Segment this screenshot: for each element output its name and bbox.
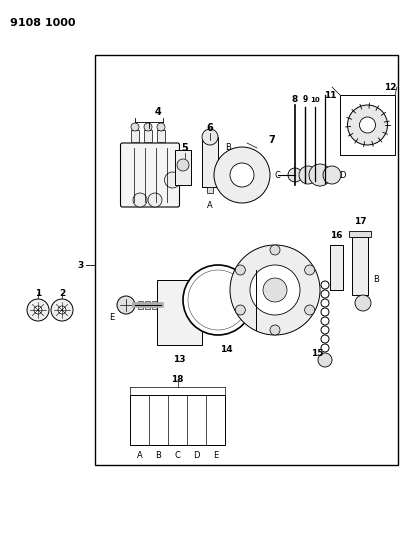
Text: 12: 12: [384, 84, 396, 93]
Circle shape: [148, 193, 162, 207]
Circle shape: [250, 265, 300, 315]
Circle shape: [133, 193, 147, 207]
Circle shape: [202, 129, 218, 145]
Circle shape: [321, 299, 329, 307]
Bar: [352, 237, 368, 295]
Bar: [202, 137, 218, 187]
Circle shape: [318, 353, 332, 367]
Bar: [138, 301, 143, 309]
Text: 14: 14: [220, 345, 232, 354]
Circle shape: [183, 265, 253, 335]
Text: 17: 17: [354, 216, 366, 225]
Circle shape: [321, 326, 329, 334]
Bar: [131, 130, 139, 142]
Circle shape: [188, 270, 248, 330]
Text: 2: 2: [59, 288, 65, 297]
Circle shape: [51, 299, 73, 321]
Circle shape: [360, 117, 376, 133]
Circle shape: [177, 159, 189, 171]
Circle shape: [230, 163, 254, 187]
Circle shape: [230, 245, 320, 335]
Bar: [349, 231, 371, 237]
Circle shape: [321, 308, 329, 316]
Text: 18: 18: [171, 375, 184, 384]
Text: A: A: [136, 450, 142, 459]
Bar: [207, 187, 213, 193]
Circle shape: [270, 325, 280, 335]
Bar: [145, 301, 150, 309]
Text: 10: 10: [310, 97, 320, 103]
Text: 16: 16: [330, 230, 343, 239]
Circle shape: [299, 166, 317, 184]
Circle shape: [117, 296, 135, 314]
Circle shape: [321, 281, 329, 289]
Text: 6: 6: [207, 123, 213, 133]
Text: 11: 11: [324, 91, 336, 100]
Text: 7: 7: [269, 135, 275, 145]
Text: 8: 8: [292, 95, 298, 104]
Circle shape: [164, 172, 180, 188]
Circle shape: [144, 123, 152, 131]
Circle shape: [305, 305, 315, 315]
Text: B: B: [373, 276, 379, 285]
Circle shape: [355, 295, 371, 311]
Text: A: A: [207, 200, 213, 209]
Circle shape: [323, 166, 341, 184]
Circle shape: [27, 299, 49, 321]
Bar: [159, 301, 164, 309]
Text: 1: 1: [35, 288, 41, 297]
Bar: [340, 95, 395, 155]
Bar: [330, 245, 343, 290]
Text: 15: 15: [311, 349, 323, 358]
Text: C: C: [175, 450, 180, 459]
Text: B: B: [225, 143, 231, 152]
Text: D: D: [193, 450, 200, 459]
Circle shape: [214, 147, 270, 203]
Circle shape: [270, 245, 280, 255]
Circle shape: [321, 344, 329, 352]
Text: 9108 1000: 9108 1000: [10, 18, 76, 28]
Bar: [157, 130, 165, 142]
Circle shape: [321, 290, 329, 298]
Circle shape: [34, 306, 42, 314]
Circle shape: [321, 335, 329, 343]
Circle shape: [58, 306, 66, 314]
Bar: [152, 301, 157, 309]
Circle shape: [236, 265, 245, 275]
Text: 5: 5: [182, 143, 188, 153]
Text: E: E: [213, 450, 218, 459]
Text: B: B: [155, 450, 162, 459]
Bar: [95, 55, 398, 465]
Circle shape: [309, 164, 331, 186]
Text: D: D: [339, 171, 345, 180]
Text: 3: 3: [77, 261, 83, 270]
Circle shape: [321, 317, 329, 325]
Text: C: C: [274, 171, 280, 180]
Text: 4: 4: [155, 107, 162, 117]
Bar: [144, 130, 152, 142]
Circle shape: [305, 265, 315, 275]
Circle shape: [347, 105, 388, 145]
Bar: [175, 150, 191, 185]
Circle shape: [288, 168, 302, 182]
Text: 9: 9: [302, 95, 307, 104]
Circle shape: [236, 305, 245, 315]
Circle shape: [157, 123, 165, 131]
FancyBboxPatch shape: [120, 143, 180, 207]
Bar: [130, 395, 225, 445]
Text: E: E: [109, 312, 115, 321]
Bar: [157, 280, 202, 345]
Text: 13: 13: [173, 356, 186, 365]
Circle shape: [263, 278, 287, 302]
Circle shape: [131, 123, 139, 131]
